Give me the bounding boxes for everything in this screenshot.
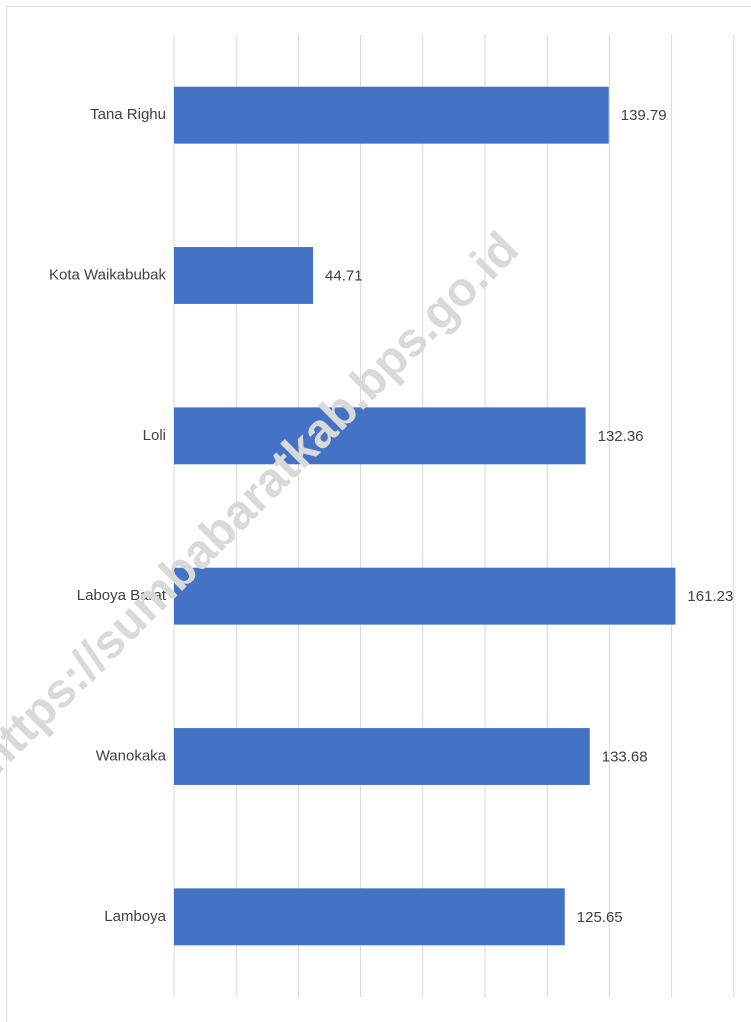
y-tick-label: Lamboya bbox=[104, 908, 166, 925]
y-tick-label: Wanokaka bbox=[96, 747, 167, 764]
data-label: 125.65 bbox=[577, 909, 623, 926]
bar bbox=[174, 407, 586, 465]
bar bbox=[174, 86, 609, 144]
data-label: 161.23 bbox=[687, 588, 733, 605]
bar bbox=[174, 247, 314, 304]
data-label: 139.79 bbox=[621, 107, 667, 124]
y-tick-label: Kota Waikabubak bbox=[49, 266, 167, 283]
data-label: 133.68 bbox=[602, 748, 648, 765]
bar bbox=[174, 888, 565, 946]
y-tick-label: Laboya Barat bbox=[77, 587, 167, 604]
watermark: https://sumbabaratkab.bps.go.id bbox=[0, 222, 529, 784]
data-label: 44.71 bbox=[325, 267, 363, 284]
y-tick-label: Tana Righu bbox=[90, 106, 166, 123]
data-label: 132.36 bbox=[598, 428, 644, 445]
chart-border bbox=[6, 6, 751, 1022]
bar bbox=[174, 567, 676, 625]
bar bbox=[174, 728, 590, 785]
y-tick-label: Loli bbox=[143, 427, 166, 444]
